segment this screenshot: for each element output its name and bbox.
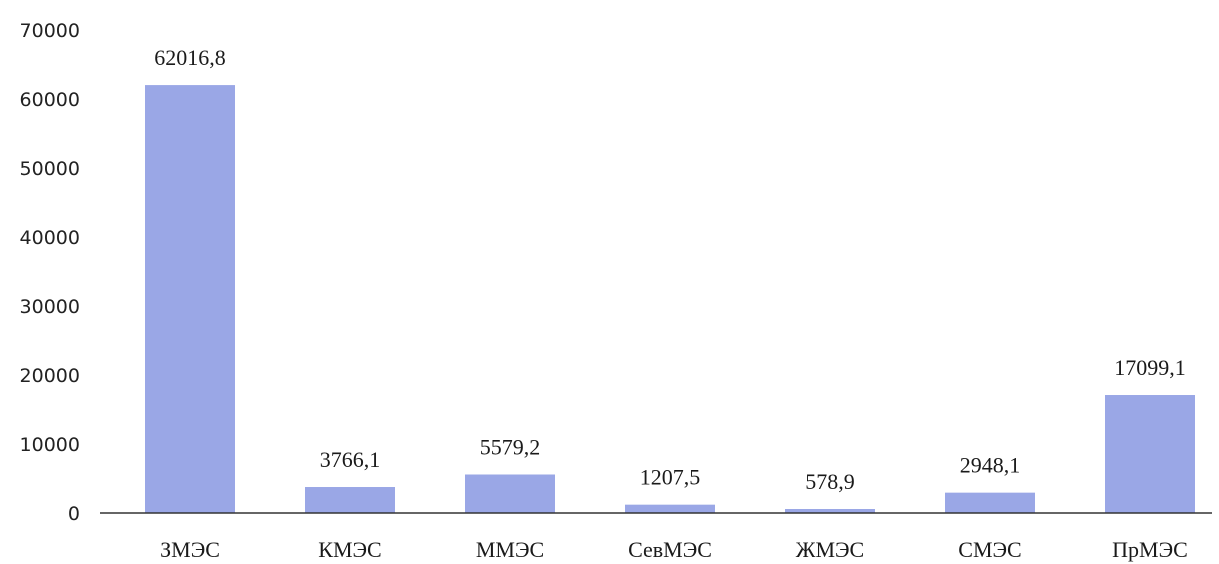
y-tick-label: 70000 — [20, 20, 80, 42]
y-tick-label: 40000 — [20, 227, 80, 249]
bar-1 — [305, 487, 395, 513]
data-label-0: 62016,8 — [154, 45, 226, 70]
y-tick-label: 50000 — [20, 158, 80, 180]
data-labels-group: 62016,8 3766,1 5579,2 1207,5 578,9 2948,1 1709… — [154, 45, 1186, 494]
x-tick-label-0: ЗМЭС — [160, 537, 220, 562]
bar-6 — [1105, 395, 1195, 513]
x-tick-label-2: ММЭС — [476, 537, 544, 562]
x-tick-label-4: ЖМЭС — [796, 537, 864, 562]
bar-2 — [465, 474, 555, 513]
data-label-3: 1207,5 — [640, 465, 701, 490]
x-axis-ticks: ЗМЭС КМЭС ММЭС СевМЭС ЖМЭС СМЭС ПрМЭС — [160, 537, 1188, 562]
data-label-1: 3766,1 — [320, 447, 381, 472]
bar-0 — [145, 85, 235, 514]
x-tick-label-1: КМЭС — [318, 537, 381, 562]
data-label-2: 5579,2 — [480, 435, 541, 460]
data-label-4: 578,9 — [805, 469, 855, 494]
bar-3 — [625, 504, 715, 513]
bar-4 — [785, 509, 875, 513]
data-label-5: 2948,1 — [960, 453, 1021, 478]
y-axis-ticks: 0 10000 20000 30000 40000 50000 60000 70000 — [20, 20, 80, 525]
y-tick-label: 20000 — [20, 365, 80, 387]
x-tick-label-3: СевМЭС — [628, 537, 712, 562]
x-tick-label-6: ПрМЭС — [1112, 537, 1188, 562]
data-label-6: 17099,1 — [1114, 355, 1186, 380]
y-tick-label: 30000 — [20, 296, 80, 318]
y-tick-label: 60000 — [20, 89, 80, 111]
bars-group — [145, 85, 1195, 514]
bar-5 — [945, 492, 1035, 513]
y-tick-label: 10000 — [20, 434, 80, 456]
x-tick-label-5: СМЭС — [958, 537, 1021, 562]
y-tick-label: 0 — [68, 503, 80, 525]
